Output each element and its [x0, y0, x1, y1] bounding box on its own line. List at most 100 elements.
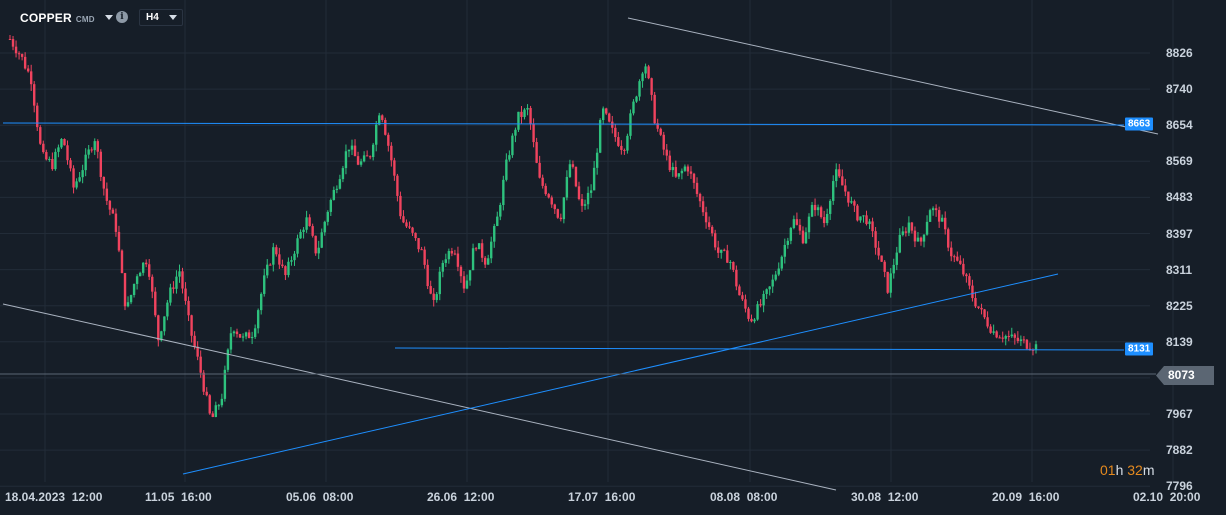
candle-down: [23, 56, 27, 69]
candle-up: [496, 216, 499, 226]
candle-up: [922, 234, 926, 242]
candle-down: [8, 38, 12, 40]
candle-up: [232, 331, 236, 334]
candle-down: [574, 166, 578, 187]
candle-up: [347, 149, 351, 152]
candle-down: [411, 227, 414, 233]
price-axis-tick: 7967: [1166, 407, 1193, 421]
candle-down: [977, 306, 980, 308]
candle-down: [550, 197, 553, 205]
candle-up: [141, 262, 145, 273]
candle-down: [1001, 337, 1004, 339]
candle-down: [968, 276, 971, 286]
time-axis-tick: 05.06 08:00: [286, 490, 354, 504]
candle-down: [42, 143, 45, 153]
candle-up: [490, 241, 493, 259]
candle-down: [865, 215, 868, 225]
candle-up: [499, 205, 502, 217]
candle-up: [1019, 339, 1023, 342]
candle-up: [178, 271, 181, 277]
candle-down: [72, 168, 75, 188]
price-axis-tick: 8139: [1166, 334, 1193, 349]
candle-down: [281, 264, 284, 267]
symbol-selector[interactable]: COPPER CMD: [20, 11, 113, 25]
candle-down: [63, 139, 66, 146]
candle-up: [832, 181, 835, 201]
candle-down: [308, 217, 311, 227]
candle-up: [302, 229, 305, 233]
candle-down: [45, 152, 48, 160]
candle-up: [526, 108, 529, 110]
price-axis-tick: 8654: [1166, 118, 1193, 133]
horizontal-line-label[interactable]: 8131: [1125, 342, 1154, 356]
candle-up: [241, 336, 245, 338]
candle-down: [623, 149, 626, 151]
candle-down: [553, 204, 556, 210]
candle-up: [895, 252, 898, 265]
candle-up: [260, 293, 263, 311]
candle-down: [735, 269, 738, 287]
horizontal-line-8663: [2, 122, 1125, 126]
candle-up: [828, 200, 832, 214]
candle-up: [435, 294, 438, 300]
candle-up: [256, 310, 260, 329]
info-icon[interactable]: i: [116, 11, 128, 23]
candle-down: [544, 185, 547, 195]
candle-down: [96, 141, 99, 152]
candle-down: [1022, 339, 1026, 341]
candle-down: [154, 291, 157, 316]
candle-down: [617, 137, 620, 146]
candle-up: [1004, 336, 1007, 339]
candle-down: [738, 286, 741, 296]
countdown-m: m: [1142, 462, 1155, 478]
candle-up: [671, 167, 675, 171]
candle-down: [934, 208, 938, 211]
candle-up: [135, 276, 139, 284]
candle-down: [656, 123, 659, 129]
candle-down: [577, 186, 581, 200]
candle-down: [822, 217, 826, 224]
candle-down: [432, 293, 435, 300]
candle-down: [962, 263, 965, 275]
candle-up: [447, 251, 451, 260]
candle-up: [931, 208, 935, 211]
candle-down: [953, 256, 956, 258]
candle-up: [290, 260, 293, 262]
timeframe-select[interactable]: H4: [139, 9, 183, 26]
candle-down: [856, 205, 859, 221]
candle-down: [559, 217, 563, 220]
candle-down: [39, 127, 42, 144]
candle-down: [172, 287, 175, 289]
horizontal-line-label[interactable]: 8663: [1125, 117, 1154, 131]
candle-up: [226, 349, 230, 370]
candle-down: [356, 156, 360, 165]
candle-down: [750, 318, 753, 322]
candle-up: [916, 237, 920, 242]
candle-down: [368, 156, 372, 158]
candle-down: [795, 219, 799, 225]
candle-up: [272, 247, 275, 265]
candle-up: [756, 304, 759, 320]
candle-down: [608, 113, 611, 122]
candle-up: [786, 240, 790, 245]
candle-up: [771, 279, 774, 287]
candle-down: [801, 230, 805, 244]
candle-down: [710, 226, 714, 234]
candle-down: [944, 217, 947, 230]
candle-down: [877, 247, 880, 256]
trendline-drawings[interactable]: [0, 17, 1159, 491]
candle-down: [989, 326, 992, 333]
candle-up: [641, 73, 644, 82]
candle-down: [20, 54, 24, 57]
candle-down: [462, 276, 466, 289]
candle-down: [692, 173, 696, 183]
candle-up: [263, 275, 266, 294]
candle-down: [686, 166, 690, 172]
candle-up: [1034, 344, 1038, 350]
candle-down: [29, 71, 33, 85]
candle-down: [1025, 339, 1029, 349]
candle-up: [287, 261, 290, 276]
candle-up: [486, 258, 490, 265]
current-price-badge: 8073: [1156, 366, 1214, 385]
